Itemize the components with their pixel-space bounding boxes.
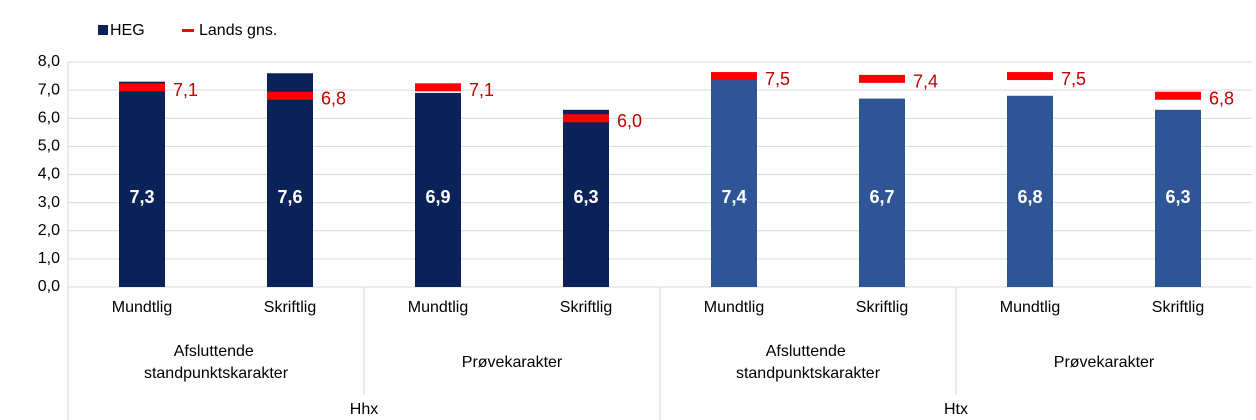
- average-marker: [1155, 91, 1201, 100]
- bar: [1155, 109, 1201, 287]
- y-tick-label: 0,0: [38, 278, 60, 295]
- y-tick-label: 5,0: [38, 138, 60, 155]
- bar: [711, 78, 757, 287]
- y-tick-label: 6,0: [38, 109, 60, 126]
- legend-swatch: [182, 29, 194, 32]
- average-value-label: 7,1: [173, 80, 198, 100]
- y-tick-label: 8,0: [38, 53, 60, 70]
- y-tick-label: 3,0: [38, 194, 60, 211]
- bar: [415, 92, 461, 287]
- group-label: Hhx: [350, 401, 378, 418]
- average-value-label: 7,5: [765, 69, 790, 89]
- average-marker: [119, 83, 165, 92]
- bar: [267, 73, 313, 287]
- average-value-label: 7,5: [1061, 69, 1086, 89]
- group-label: Htx: [944, 401, 968, 418]
- bar-value-label: 6,3: [1165, 187, 1190, 207]
- bar-value-label: 6,9: [425, 187, 450, 207]
- x-tick-label: Skriftlig: [264, 299, 316, 316]
- group-label: Prøvekarakter: [1054, 354, 1155, 371]
- group-label: Afsluttende standpunktskarakter: [736, 343, 881, 382]
- x-tick-label: Skriftlig: [856, 299, 908, 316]
- legend-label: HEG: [110, 22, 145, 39]
- average-value-label: 6,8: [321, 89, 346, 109]
- y-tick-label: 1,0: [38, 250, 60, 267]
- bar: [1007, 95, 1053, 287]
- average-marker: [1007, 72, 1053, 81]
- bar-value-label: 7,3: [129, 187, 154, 207]
- average-marker: [415, 83, 461, 92]
- x-tick-label: Skriftlig: [560, 299, 612, 316]
- bar-value-label: 6,8: [1017, 187, 1042, 207]
- average-marker: [267, 91, 313, 100]
- x-tick-label: Mundtlig: [112, 299, 172, 316]
- x-tick-label: Mundtlig: [408, 299, 468, 316]
- bar: [119, 81, 165, 287]
- y-tick-label: 4,0: [38, 166, 60, 183]
- average-value-label: 6,8: [1209, 89, 1234, 109]
- average-value-label: 7,4: [913, 72, 938, 92]
- x-tick-label: Skriftlig: [1152, 299, 1204, 316]
- average-marker: [711, 72, 757, 81]
- legend-swatch: [98, 25, 108, 35]
- average-value-label: 6,0: [617, 111, 642, 131]
- average-value-label: 7,1: [469, 80, 494, 100]
- average-marker: [859, 74, 905, 83]
- bar-value-label: 7,4: [721, 187, 746, 207]
- y-tick-label: 7,0: [38, 81, 60, 98]
- average-marker: [563, 114, 609, 123]
- y-tick-label: 2,0: [38, 222, 60, 239]
- bar: [859, 98, 905, 287]
- bar-value-label: 6,7: [869, 187, 894, 207]
- bar-value-label: 7,6: [277, 187, 302, 207]
- x-tick-label: Mundtlig: [704, 299, 764, 316]
- bar-value-label: 6,3: [573, 187, 598, 207]
- group-label: Afsluttende standpunktskarakter: [144, 343, 289, 382]
- x-tick-label: Mundtlig: [1000, 299, 1060, 316]
- legend-label: Lands gns.: [199, 22, 277, 39]
- group-label: Prøvekarakter: [462, 354, 563, 371]
- bar: [563, 109, 609, 287]
